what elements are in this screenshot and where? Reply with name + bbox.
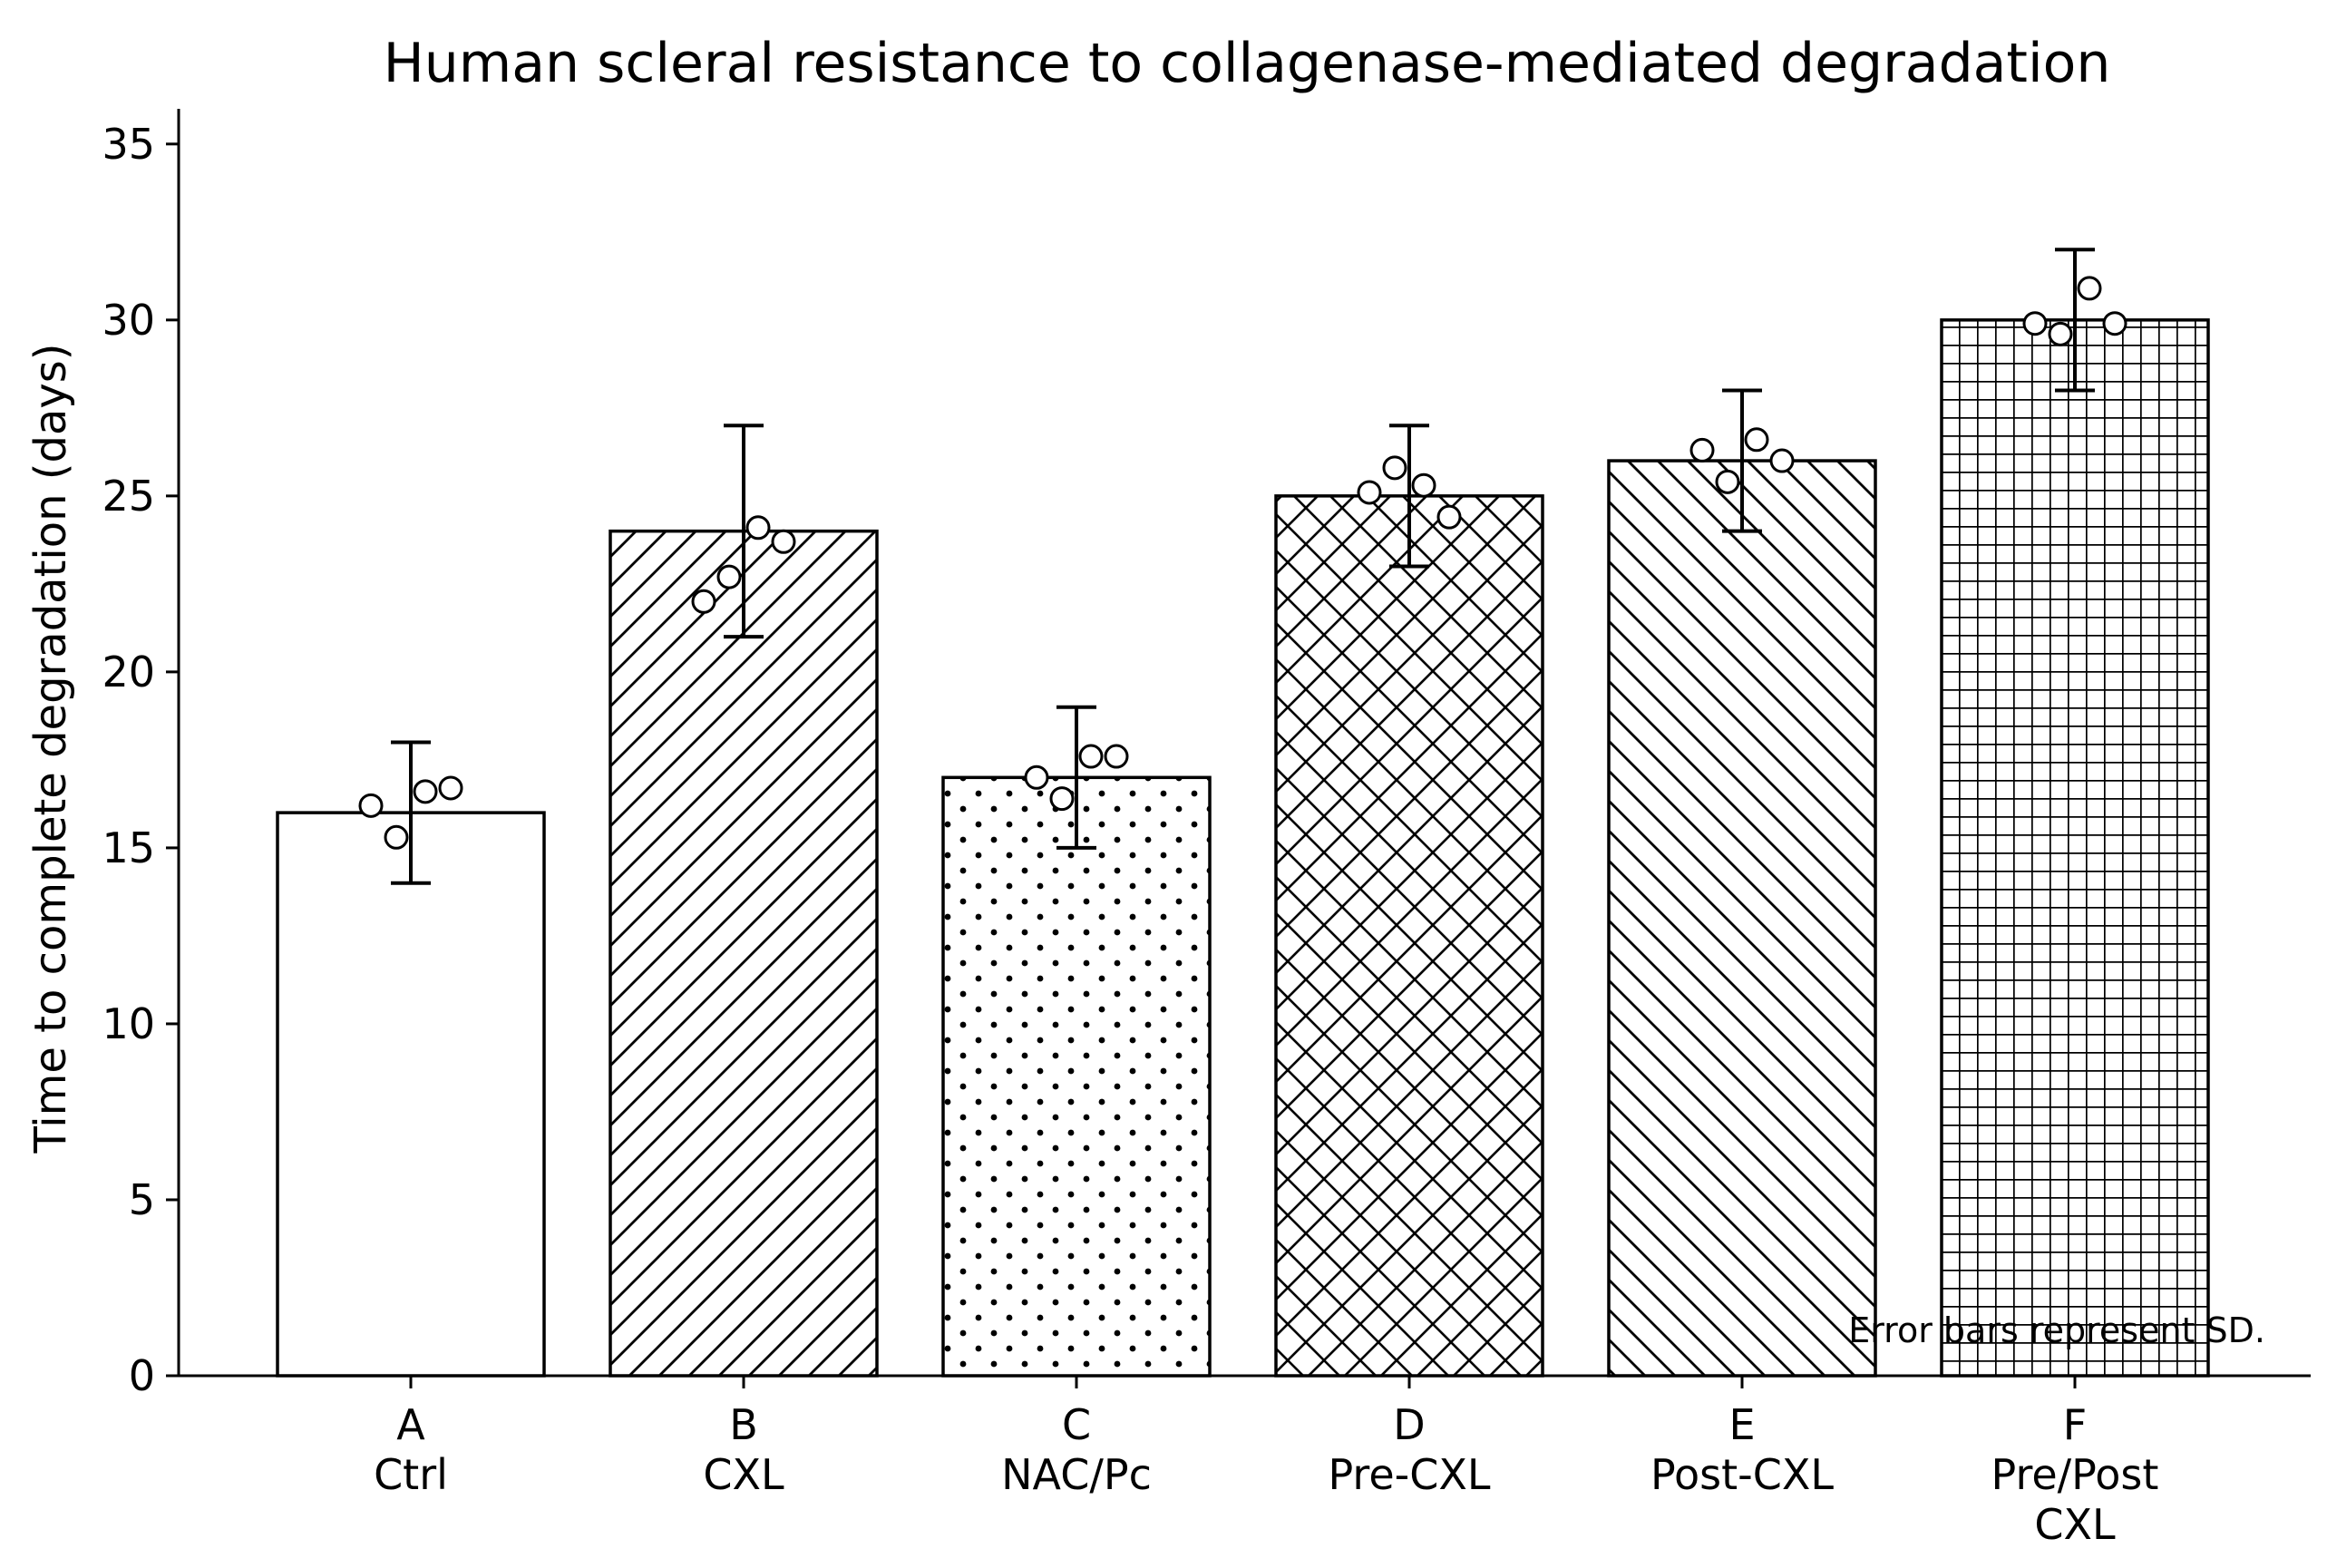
data-point	[1436, 504, 1462, 530]
bar-e	[1607, 459, 1877, 1378]
bar-b	[609, 529, 879, 1378]
x-tick-label-name: CXL	[703, 1450, 784, 1499]
x-tick-label-code: A	[396, 1400, 425, 1449]
data-point	[2022, 311, 2048, 336]
data-point	[745, 515, 771, 541]
data-point	[2077, 276, 2102, 301]
x-tick-label-name: Pre-CXL	[1329, 1450, 1491, 1499]
data-point	[1715, 469, 1740, 494]
y-tick-label: 25	[102, 472, 155, 521]
data-point	[413, 779, 438, 804]
data-point	[358, 793, 384, 818]
x-tick-label-name: Ctrl	[374, 1450, 448, 1499]
y-tick-label: 5	[129, 1175, 155, 1224]
x-tick-label-code: D	[1393, 1400, 1425, 1449]
data-point	[1104, 744, 1129, 769]
bar-c	[941, 775, 1212, 1378]
y-tick-label: 0	[129, 1351, 155, 1400]
data-point	[1049, 786, 1075, 812]
data-points	[358, 276, 2127, 850]
x-tick-label-code: B	[729, 1400, 758, 1449]
bar-f	[1940, 318, 2210, 1378]
x-axis	[179, 1374, 2311, 1388]
y-tick-label: 15	[102, 823, 155, 872]
data-point	[2102, 311, 2127, 336]
error-bars	[391, 248, 2095, 885]
data-point	[1382, 455, 1407, 481]
data-point	[716, 564, 742, 589]
x-tick-label-code: E	[1728, 1400, 1755, 1449]
y-tick-label: 20	[102, 648, 155, 696]
bar-series	[276, 318, 2210, 1378]
data-point	[1024, 765, 1049, 790]
data-point	[1689, 437, 1715, 463]
y-tick-label: 30	[102, 296, 155, 345]
x-tick-label-code: F	[2063, 1400, 2087, 1449]
chart-title: Human scleral resistance to collagenase-…	[384, 32, 2111, 95]
data-point	[1769, 448, 1795, 473]
y-tick-label: 10	[102, 999, 155, 1048]
x-tick-labels: ACtrlBCXLCNAC/PcDPre-CXLEPost-CXLFPre/Po…	[374, 1400, 2158, 1549]
y-axis-label: Time to complete degradation (days)	[25, 343, 76, 1154]
x-tick-label-name: NAC/Pc	[1001, 1450, 1152, 1499]
y-axis: 0 5 10 15 20 25 30 35	[102, 109, 180, 1400]
error-bar-note: Error bars represent SD.	[1848, 1310, 2265, 1350]
data-point	[1357, 480, 1382, 505]
data-point	[384, 824, 409, 850]
y-tick-label: 35	[102, 120, 155, 169]
data-point	[2048, 321, 2073, 346]
bar-d	[1274, 494, 1544, 1378]
data-point	[1744, 427, 1769, 453]
x-tick-label-name: CXL	[2034, 1500, 2116, 1549]
data-point	[438, 775, 463, 801]
data-point	[691, 589, 716, 614]
data-point	[771, 529, 796, 554]
x-tick-label-name: Pre/Post	[1991, 1450, 2159, 1499]
bar-a	[276, 811, 546, 1378]
x-tick-label-name: Post-CXL	[1650, 1450, 1834, 1499]
x-tick-label-code: C	[1062, 1400, 1091, 1449]
data-point	[1411, 472, 1436, 498]
data-point	[1078, 744, 1104, 769]
